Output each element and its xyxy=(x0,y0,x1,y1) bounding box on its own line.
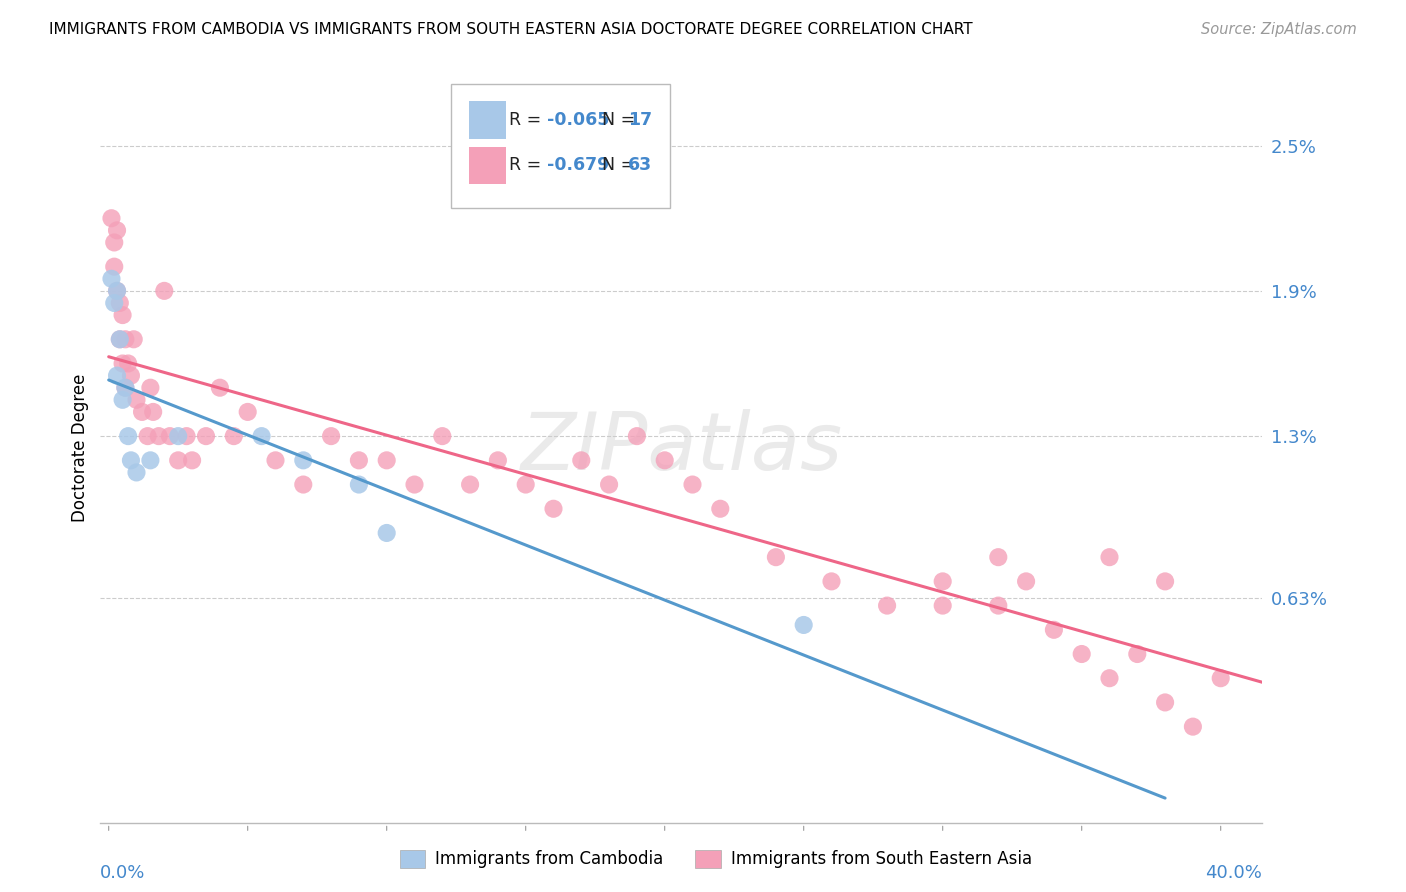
Point xyxy=(654,453,676,467)
Point xyxy=(1126,647,1149,661)
Point xyxy=(569,453,592,467)
Point xyxy=(108,332,131,346)
Text: R =: R = xyxy=(509,112,547,129)
Point xyxy=(876,599,898,613)
Point xyxy=(1154,574,1177,589)
Text: -0.679: -0.679 xyxy=(547,156,609,174)
Text: IMMIGRANTS FROM CAMBODIA VS IMMIGRANTS FROM SOUTH EASTERN ASIA DOCTORATE DEGREE : IMMIGRANTS FROM CAMBODIA VS IMMIGRANTS F… xyxy=(49,22,973,37)
Text: 0.0%: 0.0% xyxy=(100,863,146,881)
Point xyxy=(292,477,315,491)
Text: -0.065: -0.065 xyxy=(547,112,609,129)
Point xyxy=(103,296,125,310)
Point xyxy=(1181,720,1204,734)
Text: Immigrants from Cambodia: Immigrants from Cambodia xyxy=(436,850,664,868)
Point xyxy=(108,296,131,310)
Text: 40.0%: 40.0% xyxy=(1205,863,1263,881)
FancyBboxPatch shape xyxy=(468,102,506,139)
Point xyxy=(486,453,509,467)
Point xyxy=(111,357,134,371)
Point xyxy=(250,429,273,443)
Point xyxy=(100,211,122,226)
Point xyxy=(375,525,398,540)
Text: ZIPatlas: ZIPatlas xyxy=(520,409,842,487)
Point xyxy=(987,599,1010,613)
Point xyxy=(111,308,134,322)
Point xyxy=(765,550,787,565)
Point xyxy=(105,284,128,298)
Point xyxy=(987,550,1010,565)
Point xyxy=(626,429,648,443)
Point xyxy=(103,235,125,250)
FancyBboxPatch shape xyxy=(451,84,669,208)
Point xyxy=(139,453,162,467)
Point xyxy=(103,260,125,274)
Y-axis label: Doctorate Degree: Doctorate Degree xyxy=(72,374,89,523)
Point xyxy=(195,429,218,443)
Point xyxy=(1015,574,1038,589)
Point xyxy=(142,405,165,419)
Point xyxy=(114,381,136,395)
Point xyxy=(105,284,128,298)
Point xyxy=(181,453,204,467)
Point xyxy=(1098,671,1121,685)
Point xyxy=(236,405,259,419)
Point xyxy=(125,466,148,480)
Text: R =: R = xyxy=(509,156,547,174)
Point xyxy=(105,223,128,237)
Point xyxy=(598,477,620,491)
Point xyxy=(159,429,181,443)
Point xyxy=(375,453,398,467)
Point xyxy=(120,453,142,467)
Point xyxy=(117,429,139,443)
Point xyxy=(709,501,731,516)
Point xyxy=(148,429,170,443)
Point xyxy=(167,453,190,467)
Point xyxy=(682,477,704,491)
Point xyxy=(319,429,342,443)
Point xyxy=(1154,695,1177,709)
Point xyxy=(1043,623,1066,637)
Text: N =: N = xyxy=(591,112,641,129)
Point xyxy=(117,357,139,371)
Point xyxy=(105,368,128,383)
Point xyxy=(100,272,122,286)
Point xyxy=(131,405,153,419)
Point xyxy=(120,368,142,383)
Point xyxy=(347,477,370,491)
Point xyxy=(125,392,148,407)
Point xyxy=(222,429,245,443)
Point xyxy=(432,429,454,443)
Point xyxy=(1070,647,1092,661)
Point xyxy=(404,477,426,491)
Point xyxy=(136,429,159,443)
Point xyxy=(114,381,136,395)
Point xyxy=(793,618,815,632)
Point xyxy=(208,381,231,395)
Point xyxy=(515,477,537,491)
Point xyxy=(122,332,145,346)
Point xyxy=(176,429,198,443)
Point xyxy=(153,284,176,298)
Point xyxy=(1209,671,1232,685)
Point xyxy=(820,574,842,589)
Point xyxy=(931,599,953,613)
Point xyxy=(139,381,162,395)
Point xyxy=(108,332,131,346)
Point xyxy=(167,429,190,443)
Text: 17: 17 xyxy=(628,112,652,129)
Text: N =: N = xyxy=(591,156,641,174)
Point xyxy=(347,453,370,467)
Point xyxy=(114,332,136,346)
FancyBboxPatch shape xyxy=(468,146,506,184)
Point xyxy=(111,392,134,407)
Text: Source: ZipAtlas.com: Source: ZipAtlas.com xyxy=(1201,22,1357,37)
Point xyxy=(931,574,953,589)
Point xyxy=(292,453,315,467)
Point xyxy=(1098,550,1121,565)
Point xyxy=(458,477,481,491)
Point xyxy=(264,453,287,467)
Point xyxy=(543,501,565,516)
Text: 63: 63 xyxy=(628,156,652,174)
Text: Immigrants from South Eastern Asia: Immigrants from South Eastern Asia xyxy=(731,850,1032,868)
